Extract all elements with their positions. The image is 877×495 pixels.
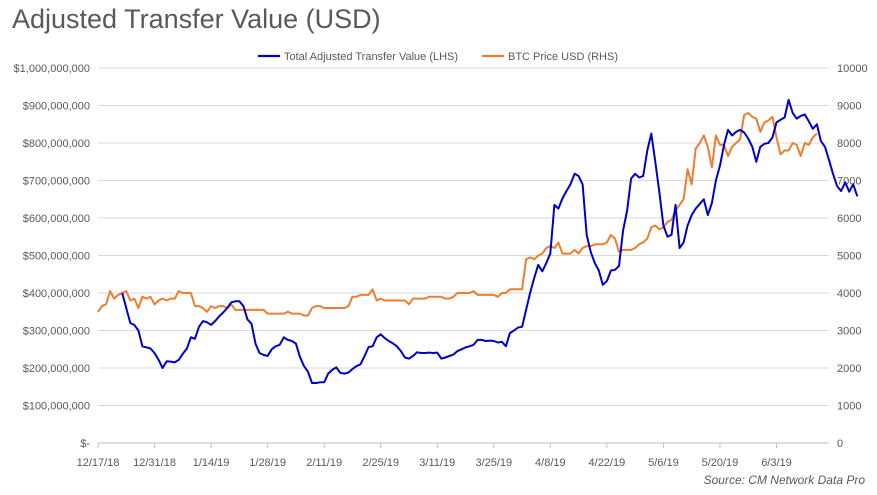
y-right-tick-label: 1000: [837, 401, 861, 413]
x-tick-label: 12/31/18: [133, 457, 176, 469]
y-left-tick-label: $1,000,000,000: [14, 63, 90, 75]
y-right-tick-label: 0: [837, 438, 843, 450]
x-tick-label: 2/25/19: [362, 457, 399, 469]
legend-label: Total Adjusted Transfer Value (LHS): [284, 51, 458, 63]
legend-item-btc-price: BTC Price USD (RHS): [482, 51, 618, 63]
y-left-tick-label: $700,000,000: [23, 176, 90, 188]
x-tick-label: 4/22/19: [589, 457, 626, 469]
legend-label: BTC Price USD (RHS): [508, 51, 618, 63]
y-left-tick-label: $200,000,000: [23, 363, 90, 375]
y-left-tick-label: $300,000,000: [23, 326, 90, 338]
series: [97, 98, 859, 384]
x-tick-label: 12/17/18: [77, 457, 120, 469]
chart-title: Adjusted Transfer Value (USD): [12, 4, 381, 34]
x-tick-label: 5/20/19: [702, 457, 739, 469]
x-tick-label: 6/3/19: [761, 457, 792, 469]
x-tick-label: 3/25/19: [475, 457, 512, 469]
y-right-tick-label: 3000: [837, 326, 861, 338]
x-tick-label: 1/14/19: [193, 457, 230, 469]
legend-item-adjusted-transfer-value: Total Adjusted Transfer Value (LHS): [258, 51, 458, 63]
y-left-tick-label: $900,000,000: [23, 101, 90, 113]
y-right-tick-label: 7000: [837, 176, 861, 188]
y-right-tick-label: 9000: [837, 101, 861, 113]
x-tick-label: 5/6/19: [648, 457, 679, 469]
y-left-tick-label: $-: [80, 438, 90, 450]
x-tick-label: 2/11/19: [306, 457, 342, 469]
y-right-tick-label: 2000: [837, 363, 861, 375]
y-right-tick-label: 10000: [837, 63, 868, 75]
series-line-adjusted-transfer-value: [121, 98, 859, 384]
x-tick-label: 3/11/19: [419, 457, 455, 469]
y-left-tick-label: $500,000,000: [23, 251, 90, 263]
y-left-tick-label: $400,000,000: [23, 288, 90, 300]
y-left-tick-label: $100,000,000: [23, 401, 90, 413]
y-left-tick-label: $800,000,000: [23, 138, 90, 150]
gridlines: [98, 67, 829, 406]
x-tick-label: 1/28/19: [249, 457, 286, 469]
y-left-tick-label: $600,000,000: [23, 213, 90, 225]
axes: $- $100,000,000 $200,000,000 $300,000,000 $4…: [14, 63, 868, 469]
source-note: Source: CM Network Data Pro: [703, 473, 865, 487]
y-right-tick-label: 5000: [837, 251, 861, 263]
y-right-tick-label: 4000: [837, 288, 861, 300]
y-right-tick-label: 6000: [837, 213, 861, 225]
x-tick-label: 4/8/19: [535, 457, 566, 469]
y-right-tick-label: 8000: [837, 138, 861, 150]
legend: Total Adjusted Transfer Value (LHS) BTC P…: [258, 51, 618, 63]
series-line-btc-price: [97, 112, 818, 317]
